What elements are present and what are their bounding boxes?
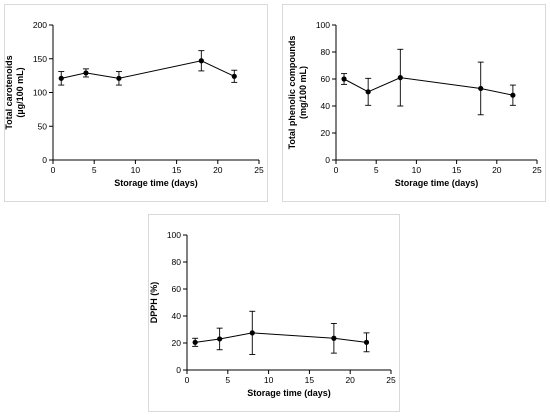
dpph-chart: 0 20 40 60 80 100 0 5 10 15 20 25 Storage time (days… (149, 230, 396, 398)
carotenoids-x-tick-label: 15 (172, 165, 182, 175)
phenolic-y-tick-label: 80 (321, 47, 331, 57)
dpph-y-axis-label: DPPH (%) (149, 282, 159, 324)
dpph-data-point (249, 330, 255, 336)
dpph-x-tick-label: 10 (264, 375, 274, 385)
carotenoids-series-line (61, 60, 235, 79)
phenolic-x-tick-label: 0 (334, 165, 339, 175)
carotenoids-x-tick-label: 10 (131, 165, 141, 175)
carotenoids-y-tick-label: 150 (33, 54, 47, 64)
phenolic-x-tick-label: 10 (412, 165, 422, 175)
phenolic-x-tick-label: 25 (532, 165, 542, 175)
dpph-x-axis-label: Storage time (days) (247, 388, 331, 398)
phenolic-data-point (341, 76, 347, 82)
carotenoids-x-tick-label: 25 (254, 165, 264, 175)
dpph-x-tick-label: 25 (386, 375, 396, 385)
carotenoids-y-tick-label: 100 (33, 88, 47, 98)
phenolic-x-tick-label: 5 (374, 165, 379, 175)
dpph-y-tick-label: 20 (172, 338, 182, 348)
phenolic-x-tick-label: 20 (492, 165, 502, 175)
phenolic-data-point (365, 89, 371, 95)
chart-panel-phenolic: 0 20 40 60 80 100 0 5 10 15 20 25 Storage time (days… (282, 4, 546, 202)
phenolic-y-tick-label: 0 (325, 155, 330, 165)
dpph-x-tick-label: 15 (305, 375, 315, 385)
carotenoids-data-point (58, 75, 64, 81)
dpph-data-point (217, 336, 223, 342)
carotenoids-data-point (198, 58, 204, 64)
carotenoids-y-tick-label: 0 (42, 155, 47, 165)
dpph-x-tick-label: 0 (185, 375, 190, 385)
carotenoids-y-tick-label: 50 (38, 121, 48, 131)
carotenoids-x-tick-label: 5 (92, 165, 97, 175)
phenolic-y-tick-label: 20 (321, 128, 331, 138)
dpph-x-tick-label: 5 (225, 375, 230, 385)
carotenoids-data-point (116, 75, 122, 81)
phenolic-x-axis-label: Storage time (days) (395, 178, 479, 188)
phenolic-y-tick-label: 60 (321, 74, 331, 84)
carotenoids-y-axis-label: (µg/100 mL) (15, 67, 25, 117)
carotenoids-y-axis-label: Total carotenoids (4, 55, 14, 129)
dpph-y-tick-label: 40 (172, 311, 182, 321)
phenolic-y-axis-label: Total phenolic compounds (287, 36, 297, 150)
carotenoids-data-point (83, 70, 89, 76)
phenolic-x-tick-label: 15 (452, 165, 462, 175)
carotenoids-x-tick-label: 20 (213, 165, 223, 175)
phenolic-data-point (478, 85, 484, 92)
carotenoids-x-tick-label: 0 (51, 165, 56, 175)
dpph-data-point (331, 335, 337, 341)
dpph-y-tick-label: 0 (176, 365, 181, 375)
phenolic-data-point (510, 92, 516, 98)
phenolic-y-axis-label: (mg/100 mL) (298, 66, 308, 119)
carotenoids-chart: 0 50 100 150 200 0 5 10 15 20 25 Storage time (days… (4, 20, 264, 188)
dpph-data-point (192, 339, 198, 345)
carotenoids-y-tick-label: 200 (33, 20, 47, 30)
dpph-x-tick-label: 20 (345, 375, 355, 385)
phenolic-data-point (397, 75, 403, 81)
dpph-y-tick-label: 60 (172, 284, 182, 294)
dpph-y-tick-label: 100 (167, 230, 181, 240)
chart-panel-carotenoids: 0 50 100 150 200 0 5 10 15 20 25 Storage time (days… (4, 4, 268, 202)
dpph-data-point (363, 339, 370, 345)
carotenoids-data-point (231, 73, 237, 79)
phenolic-y-tick-label: 100 (316, 20, 330, 30)
phenolic-chart: 0 20 40 60 80 100 0 5 10 15 20 25 Storage time (days… (287, 20, 542, 188)
phenolic-y-tick-label: 40 (321, 101, 331, 111)
dpph-y-tick-label: 80 (172, 257, 182, 267)
chart-panel-dpph: 0 20 40 60 80 100 0 5 10 15 20 25 Storage time (days… (148, 214, 400, 412)
carotenoids-x-axis-label: Storage time (days) (114, 178, 198, 188)
